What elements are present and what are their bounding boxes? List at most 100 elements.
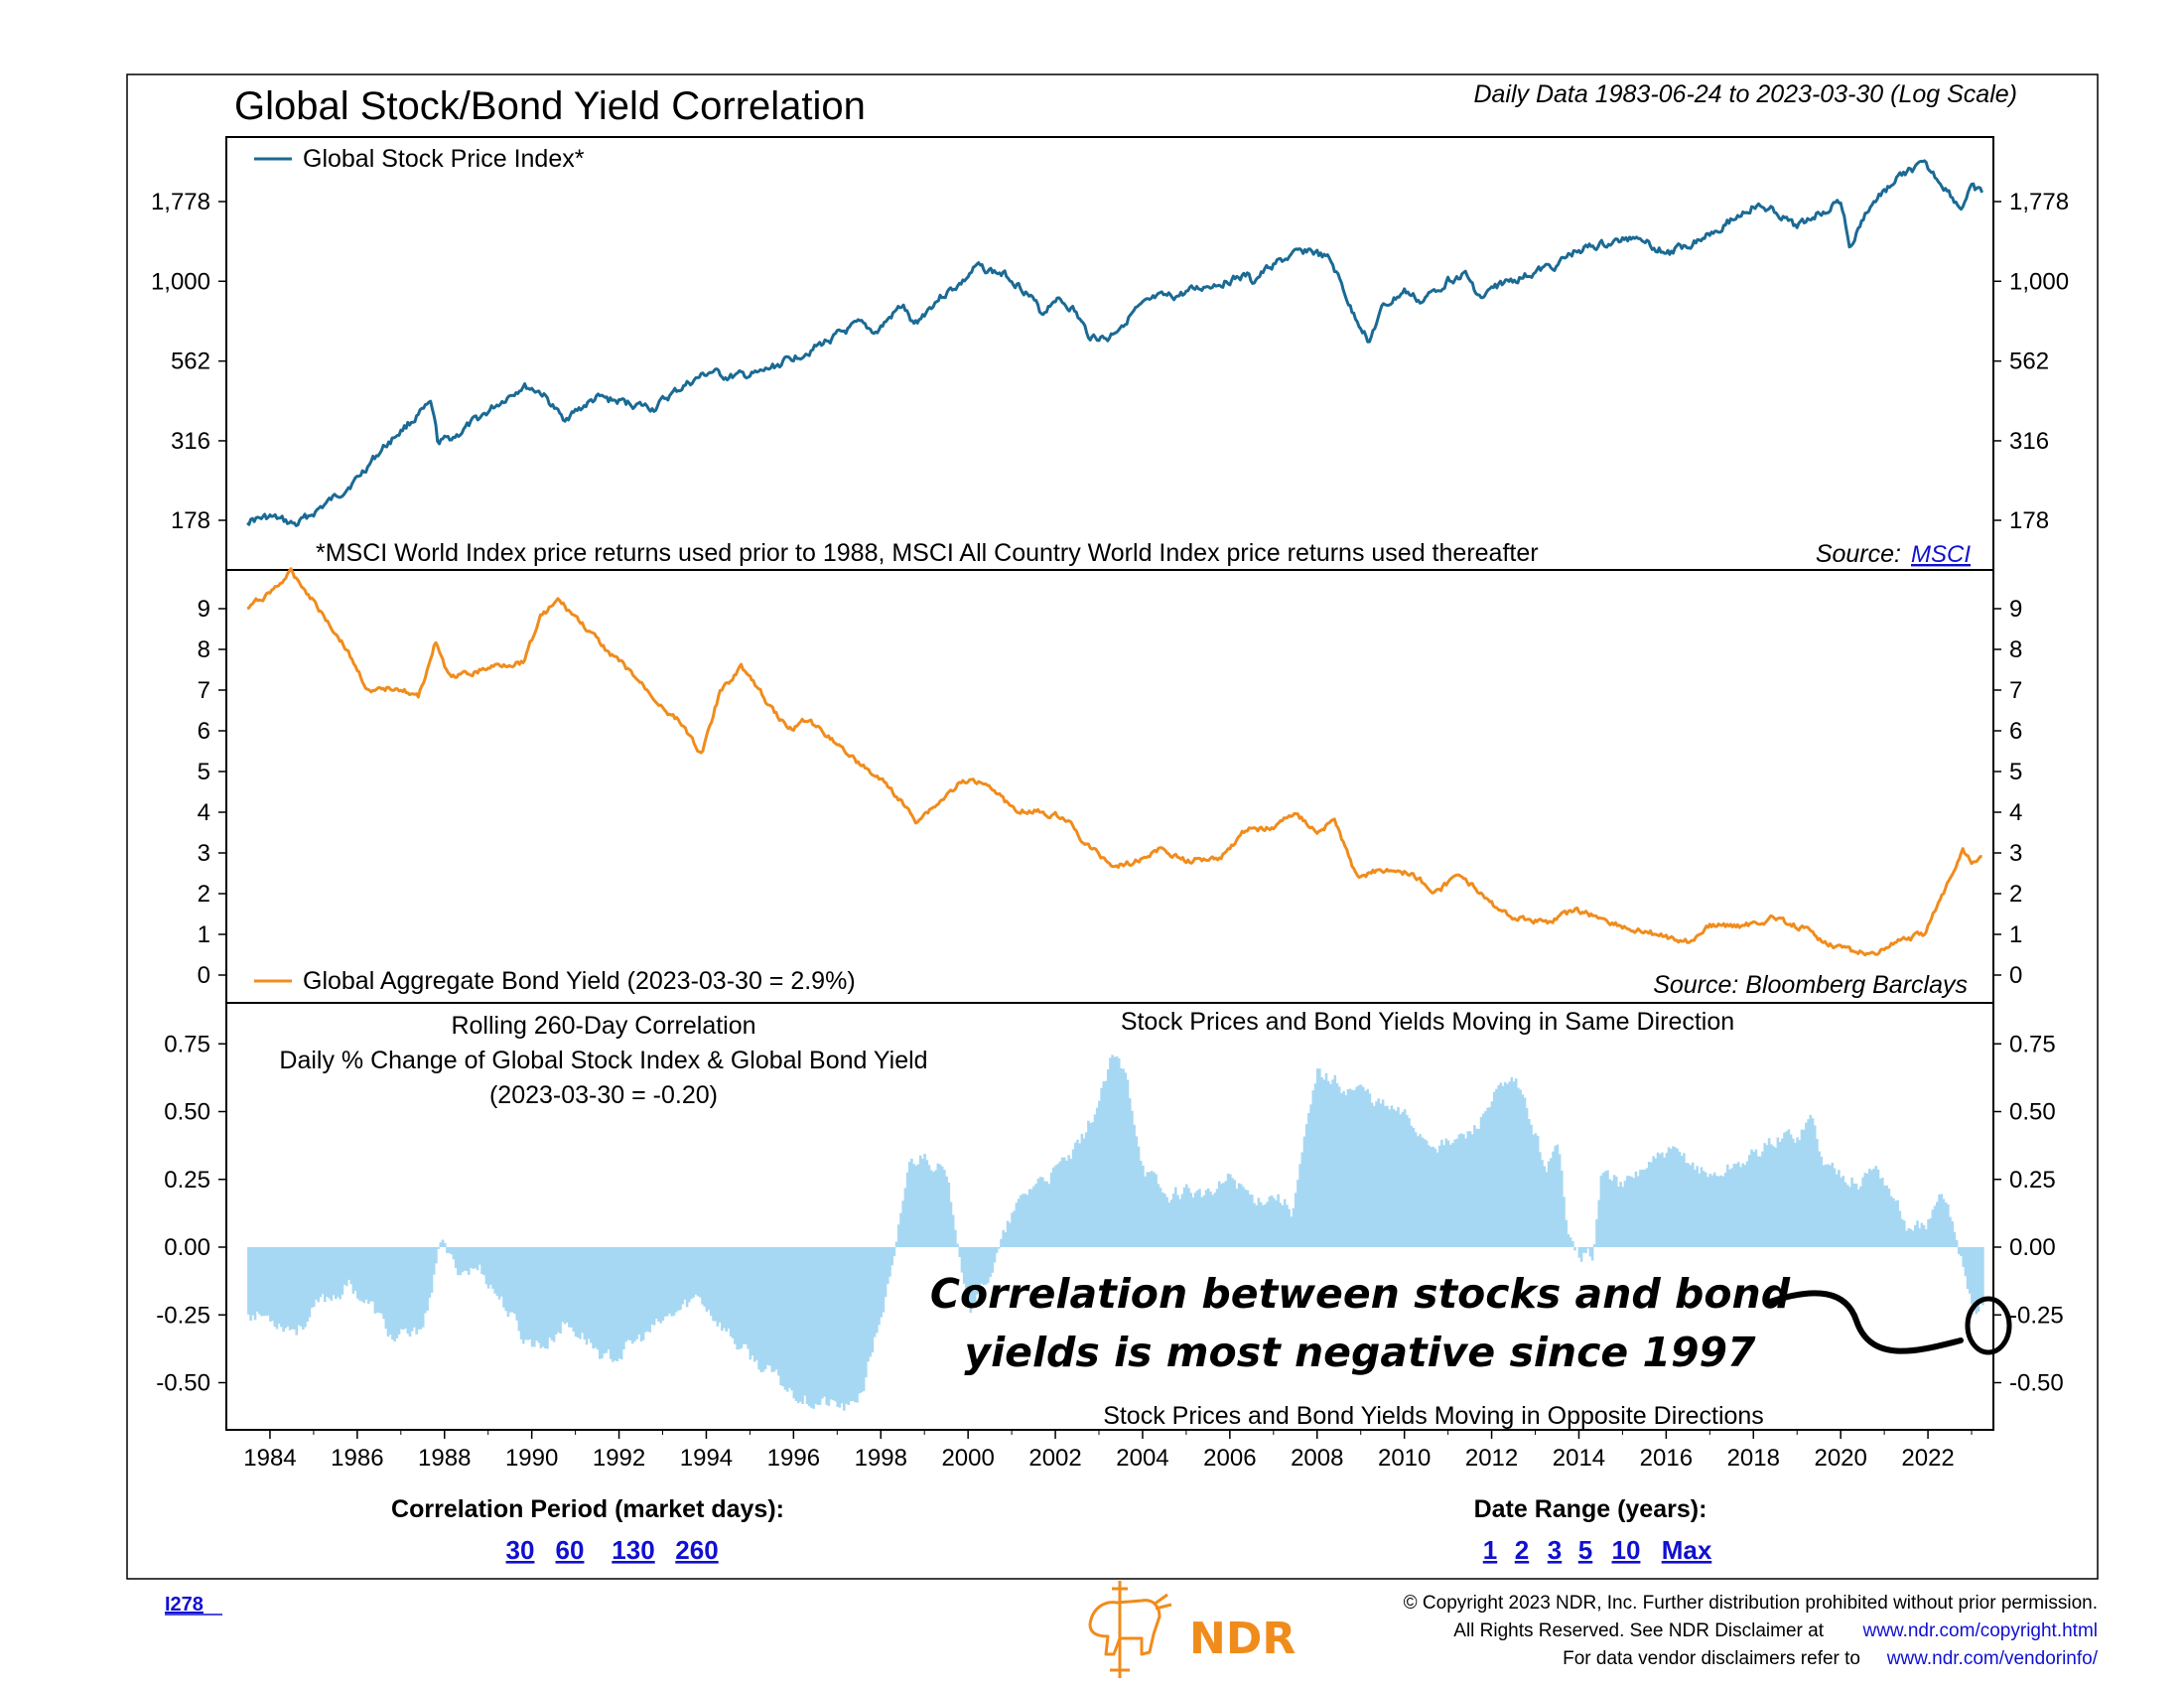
correlation-bar bbox=[1563, 1196, 1566, 1247]
copyright-link[interactable]: www.ndr.com/copyright.html bbox=[1861, 1620, 2098, 1641]
correlation-bar bbox=[1320, 1076, 1323, 1247]
correlation-bar bbox=[598, 1247, 602, 1359]
correlation-bar bbox=[1623, 1181, 1627, 1247]
range-option-1[interactable]: 1 bbox=[1483, 1535, 1497, 1565]
range-option-2[interactable]: 2 bbox=[1515, 1535, 1529, 1565]
correlation-bar bbox=[681, 1247, 684, 1305]
correlation-bar bbox=[971, 1247, 975, 1307]
x-axis-tick-label: 1990 bbox=[505, 1445, 558, 1472]
bond-yield-line bbox=[246, 567, 1982, 957]
correlation-bar bbox=[1056, 1164, 1059, 1247]
correlation-bar bbox=[1414, 1132, 1418, 1247]
correlation-bar bbox=[386, 1247, 390, 1337]
correlation-bar bbox=[1898, 1210, 1902, 1247]
correlation-bar bbox=[1601, 1173, 1605, 1247]
correlation-bar bbox=[1342, 1090, 1345, 1247]
correlation-bar bbox=[1231, 1178, 1234, 1247]
correlation-bar bbox=[1741, 1163, 1744, 1247]
correlation-bar bbox=[1222, 1183, 1225, 1247]
correlation-bar bbox=[1654, 1158, 1658, 1247]
correlation-bar bbox=[803, 1247, 807, 1396]
correlation-bar bbox=[1907, 1227, 1910, 1247]
correlation-bar bbox=[1911, 1230, 1915, 1247]
correlation-bar bbox=[1715, 1176, 1718, 1247]
correlation-bar bbox=[759, 1247, 763, 1373]
correlation-bar bbox=[1920, 1222, 1924, 1247]
correlation-bar bbox=[1610, 1181, 1614, 1247]
correlation-bar bbox=[500, 1247, 503, 1297]
correlation-bar bbox=[1444, 1138, 1448, 1247]
correlation-bar bbox=[1497, 1084, 1500, 1247]
correlation-bar bbox=[779, 1247, 782, 1386]
corr-option-130[interactable]: 130 bbox=[612, 1535, 654, 1565]
correlation-bar bbox=[526, 1247, 529, 1340]
stock-source-link[interactable]: MSCI bbox=[1911, 541, 1971, 568]
correlation-bar bbox=[441, 1239, 445, 1247]
correlation-bar bbox=[1071, 1149, 1075, 1247]
corr-option-60[interactable]: 60 bbox=[556, 1535, 585, 1565]
stock-axis-tick-label-left: 1,778 bbox=[151, 189, 210, 215]
correlation-bar bbox=[1723, 1173, 1727, 1247]
correlation-bar bbox=[796, 1247, 800, 1404]
range-option-max[interactable]: Max bbox=[1662, 1535, 1712, 1565]
correlation-bar bbox=[869, 1247, 872, 1357]
correlation-bar bbox=[504, 1247, 507, 1312]
correlation-bar bbox=[910, 1158, 913, 1247]
correlation-bar bbox=[1532, 1134, 1535, 1247]
correlation-bar bbox=[1894, 1200, 1897, 1247]
corr-option-30[interactable]: 30 bbox=[506, 1535, 535, 1565]
correlation-bar bbox=[1512, 1081, 1516, 1247]
correlation-bar bbox=[1737, 1162, 1740, 1247]
correlation-bar bbox=[1794, 1142, 1797, 1247]
correlation-bar bbox=[674, 1247, 678, 1313]
correlation-bar bbox=[1561, 1170, 1564, 1247]
correlation-bar bbox=[277, 1247, 281, 1325]
correlation-bar bbox=[1569, 1237, 1572, 1247]
correlation-bar bbox=[1148, 1172, 1152, 1247]
correlation-bar bbox=[699, 1247, 702, 1298]
correlation-bar bbox=[843, 1247, 846, 1411]
correlation-bar bbox=[364, 1247, 368, 1300]
correlation-bar bbox=[1765, 1145, 1769, 1247]
correlation-bar bbox=[1787, 1129, 1791, 1247]
correlation-bar bbox=[450, 1247, 454, 1255]
correlation-bar bbox=[1027, 1189, 1031, 1247]
correlation-bar bbox=[694, 1247, 698, 1295]
correlation-bar bbox=[1124, 1072, 1128, 1247]
bond-axis-tick-label-right: 9 bbox=[2009, 596, 2022, 623]
range-option-3[interactable]: 3 bbox=[1548, 1535, 1562, 1565]
correlation-bar bbox=[936, 1163, 940, 1247]
chart-id-link[interactable]: I278 bbox=[165, 1594, 204, 1616]
correlation-bar bbox=[605, 1247, 609, 1353]
correlation-bar bbox=[1584, 1247, 1587, 1254]
correlation-bar bbox=[774, 1247, 778, 1370]
correlation-bar bbox=[251, 1247, 255, 1316]
correlation-bar bbox=[1403, 1109, 1407, 1247]
correlation-bar bbox=[1840, 1177, 1843, 1247]
correlation-bar bbox=[1534, 1133, 1538, 1247]
correlation-bar bbox=[1146, 1172, 1150, 1247]
correlation-bar bbox=[1867, 1169, 1871, 1247]
correlation-bar bbox=[639, 1247, 643, 1341]
correlation-bar bbox=[696, 1247, 700, 1297]
correlation-bar bbox=[1845, 1185, 1849, 1247]
correlation-bar bbox=[587, 1247, 591, 1339]
correlation-bar bbox=[1069, 1159, 1073, 1247]
range-option-5[interactable]: 5 bbox=[1578, 1535, 1592, 1565]
correlation-bar bbox=[723, 1247, 726, 1329]
correlation-bar bbox=[1220, 1184, 1223, 1247]
correlation-bar bbox=[1774, 1147, 1777, 1247]
correlation-bar bbox=[347, 1247, 350, 1280]
correlation-bar bbox=[306, 1247, 309, 1323]
correlation-bar bbox=[579, 1247, 582, 1339]
stock-source-label: Source: bbox=[1816, 540, 1901, 568]
correlation-bar bbox=[1905, 1230, 1908, 1247]
correlation-bar bbox=[1275, 1199, 1278, 1247]
correlation-bar bbox=[1270, 1195, 1274, 1247]
vendor-info-link[interactable]: www.ndr.com/vendorinfo/ bbox=[1886, 1648, 2099, 1669]
corr-option-260[interactable]: 260 bbox=[675, 1535, 718, 1565]
range-option-10[interactable]: 10 bbox=[1612, 1535, 1641, 1565]
stock-axis-tick-label-left: 316 bbox=[171, 428, 210, 455]
correlation-bar bbox=[932, 1172, 935, 1247]
correlation-bar bbox=[1357, 1084, 1361, 1247]
